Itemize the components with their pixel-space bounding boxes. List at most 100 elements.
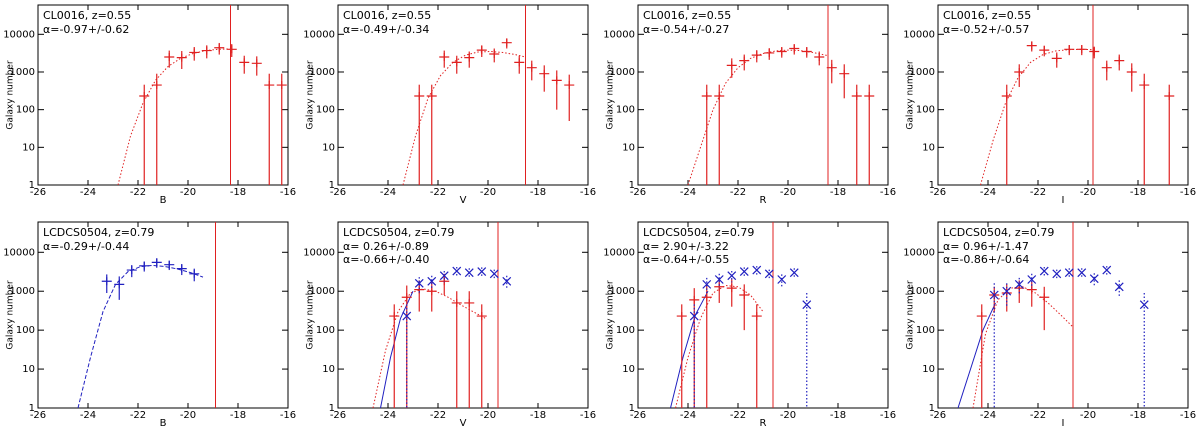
data-point xyxy=(826,63,837,72)
panel-title: LCDCS0504, z=0.79 xyxy=(43,226,154,239)
y-tick-label: 10000 xyxy=(603,247,635,258)
x-tick-label: -20 xyxy=(1080,410,1096,421)
plot-frame xyxy=(37,221,289,409)
data-point xyxy=(777,275,787,284)
data-point xyxy=(1014,279,1024,289)
x-tick-label: -22 xyxy=(730,187,746,198)
data-point xyxy=(226,45,237,54)
data-point xyxy=(789,268,799,278)
panel-title: LCDCS0504, z=0.79 xyxy=(343,226,454,239)
y-tick-label: 1000 xyxy=(610,286,635,297)
data-point xyxy=(1026,285,1037,294)
x-tick-label: -20 xyxy=(780,410,796,421)
x-tick-label: -20 xyxy=(180,410,196,421)
fit-curve xyxy=(957,302,996,409)
data-point xyxy=(839,69,850,78)
data-point xyxy=(464,268,474,278)
fit-annotation: α= 0.26+/-0.89 xyxy=(343,240,429,253)
x-tick-label: -16 xyxy=(280,410,296,421)
data-point xyxy=(851,92,862,101)
y-tick-label: 10 xyxy=(22,364,35,375)
plot-frame xyxy=(337,221,589,409)
y-axis-label: Galaxy number xyxy=(6,280,16,349)
data-point xyxy=(564,81,575,90)
panel-title: CL0016, z=0.55 xyxy=(43,9,131,22)
data-point xyxy=(414,92,425,101)
y-axis-label: Galaxy number xyxy=(906,280,916,349)
data-point xyxy=(814,52,825,61)
y-tick-label: 10 xyxy=(622,142,635,153)
x-tick-label: -22 xyxy=(1030,187,1046,198)
plot-frame xyxy=(37,4,289,186)
y-tick-label: 100 xyxy=(916,325,935,336)
y-tick-label: 100 xyxy=(616,105,635,116)
x-tick-label: -22 xyxy=(130,410,146,421)
y-tick-label: 1 xyxy=(329,180,335,191)
plot-frame xyxy=(637,221,889,409)
panel-title: CL0016, z=0.55 xyxy=(343,9,431,22)
x-tick-label: -26 xyxy=(330,410,346,421)
y-tick-label: 100 xyxy=(16,105,35,116)
data-point xyxy=(1039,293,1050,302)
data-point xyxy=(164,52,175,61)
data-point xyxy=(427,276,437,286)
y-tick-label: 10000 xyxy=(903,247,935,258)
y-tick-label: 1000 xyxy=(310,67,335,78)
data-point xyxy=(502,276,512,286)
data-point xyxy=(1051,54,1062,63)
x-axis-label: R xyxy=(760,418,767,426)
x-axis-label: I xyxy=(1062,418,1065,426)
data-point xyxy=(414,278,424,288)
x-tick-label: -22 xyxy=(730,410,746,421)
data-point xyxy=(251,59,262,68)
fit-curve xyxy=(675,284,764,409)
y-tick-label: 1000 xyxy=(910,286,935,297)
data-point xyxy=(439,271,449,281)
y-tick-label: 1 xyxy=(929,403,935,414)
x-axis-label: I xyxy=(1062,195,1065,206)
x-tick-label: -20 xyxy=(1080,187,1096,198)
y-tick-label: 10 xyxy=(22,142,35,153)
data-point xyxy=(714,275,724,284)
plot-frame xyxy=(337,4,589,186)
data-point xyxy=(189,269,200,278)
data-point xyxy=(526,63,537,72)
y-tick-label: 100 xyxy=(316,105,335,116)
data-point xyxy=(551,76,562,85)
data-point xyxy=(1114,282,1124,292)
x-tick-label: -22 xyxy=(130,187,146,198)
data-point xyxy=(802,300,812,310)
panel-title: LCDCS0504, z=0.79 xyxy=(943,226,1054,239)
x-tick-label: -18 xyxy=(830,410,846,421)
x-tick-label: -16 xyxy=(1180,187,1196,198)
x-tick-label: -20 xyxy=(780,187,796,198)
y-tick-label: 1000 xyxy=(310,286,335,297)
x-tick-label: -18 xyxy=(530,410,546,421)
x-tick-label: -26 xyxy=(930,187,946,198)
data-point xyxy=(764,48,775,57)
x-tick-label: -18 xyxy=(230,187,246,198)
x-tick-label: -18 xyxy=(830,187,846,198)
data-point xyxy=(1076,45,1087,54)
x-tick-label: -16 xyxy=(880,410,896,421)
data-point xyxy=(701,92,712,101)
y-tick-label: 10000 xyxy=(3,29,35,40)
data-point xyxy=(764,269,774,279)
y-tick-label: 1 xyxy=(329,403,335,414)
data-point xyxy=(402,311,412,321)
y-tick-label: 10 xyxy=(922,364,935,375)
x-tick-label: -26 xyxy=(30,187,46,198)
data-point xyxy=(1139,81,1150,90)
x-axis-label: V xyxy=(460,418,467,426)
data-point xyxy=(751,51,762,60)
fit-annotation: α=-0.66+/-0.40 xyxy=(343,253,429,266)
data-point xyxy=(501,38,512,47)
y-tick-label: 10000 xyxy=(603,29,635,40)
fit-curve xyxy=(980,48,1094,186)
y-tick-label: 1000 xyxy=(10,286,35,297)
x-tick-label: -22 xyxy=(1030,410,1046,421)
x-tick-label: -22 xyxy=(430,410,446,421)
y-axis-label: Galaxy number xyxy=(6,60,16,129)
y-tick-label: 10000 xyxy=(3,247,35,258)
data-point xyxy=(139,261,150,270)
